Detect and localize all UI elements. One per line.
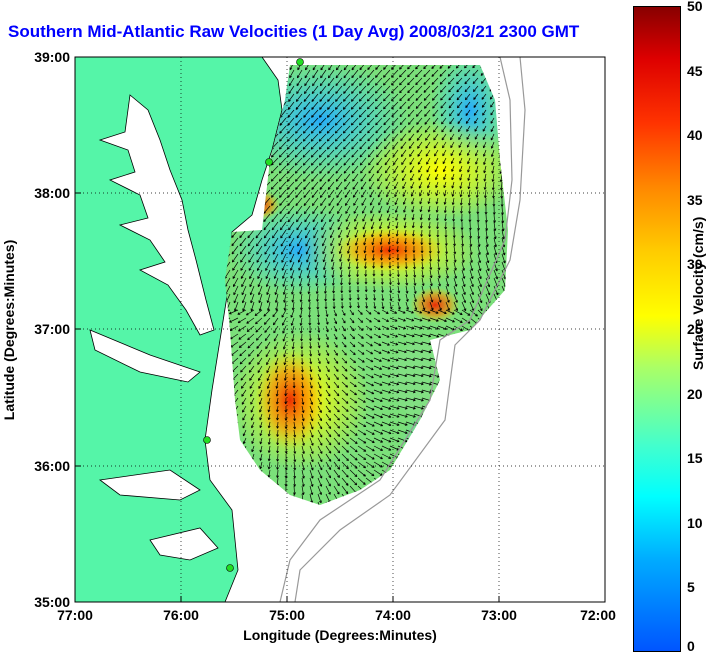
x-tick-label: 72:00 (580, 607, 616, 623)
colorbar-tick-label: 0 (687, 637, 695, 654)
station-marker (265, 158, 273, 166)
map-title: Southern Mid-Atlantic Raw Velocities (1 … (8, 22, 580, 41)
station-marker (203, 436, 211, 444)
x-tick-label: 73:00 (481, 607, 517, 623)
x-axis-title: Longitude (Degrees:Minutes) (243, 627, 437, 643)
x-tick-label: 74:00 (375, 607, 411, 623)
colorbar-tick-label: 10 (687, 514, 703, 531)
x-tick-label: 77:00 (57, 607, 93, 623)
colorbar-gradient (633, 6, 681, 652)
colorbar-tick-label: 45 (687, 62, 703, 79)
x-tick-label: 75:00 (269, 607, 305, 623)
y-tick-label: 35:00 (34, 594, 70, 610)
colorbar-tick-label: 50 (687, 0, 703, 14)
y-tick-label: 37:00 (34, 321, 70, 337)
x-tick-label: 76:00 (163, 607, 199, 623)
colorbar: 50 45 40 35 30 25 20 15 10 5 0 (633, 0, 703, 654)
station-marker (226, 564, 234, 572)
y-tick-label: 39:00 (34, 49, 70, 65)
colorbar-tick-label: 40 (687, 127, 703, 144)
grid-lines (75, 57, 605, 602)
colorbar-tick-label: 30 (687, 256, 703, 273)
colorbar-tick-label: 20 (687, 385, 703, 402)
colorbar-tick-label: 25 (687, 321, 703, 337)
colorbar-tick-label: 35 (687, 191, 703, 208)
land-mass (75, 57, 283, 602)
y-axis-title: Latitude (Degrees:Minutes) (1, 240, 17, 420)
station-marker (296, 58, 304, 66)
y-tick-label: 36:00 (34, 458, 70, 474)
colorbar-title: Surface Velocity (cm/s) (690, 216, 706, 370)
y-tick-label: 38:00 (34, 185, 70, 201)
chesapeake-bay (98, 94, 215, 336)
radar-stations (203, 58, 304, 572)
colorbar-tick-label: 15 (687, 450, 703, 467)
colorbar-tick-label: 5 (687, 579, 695, 596)
